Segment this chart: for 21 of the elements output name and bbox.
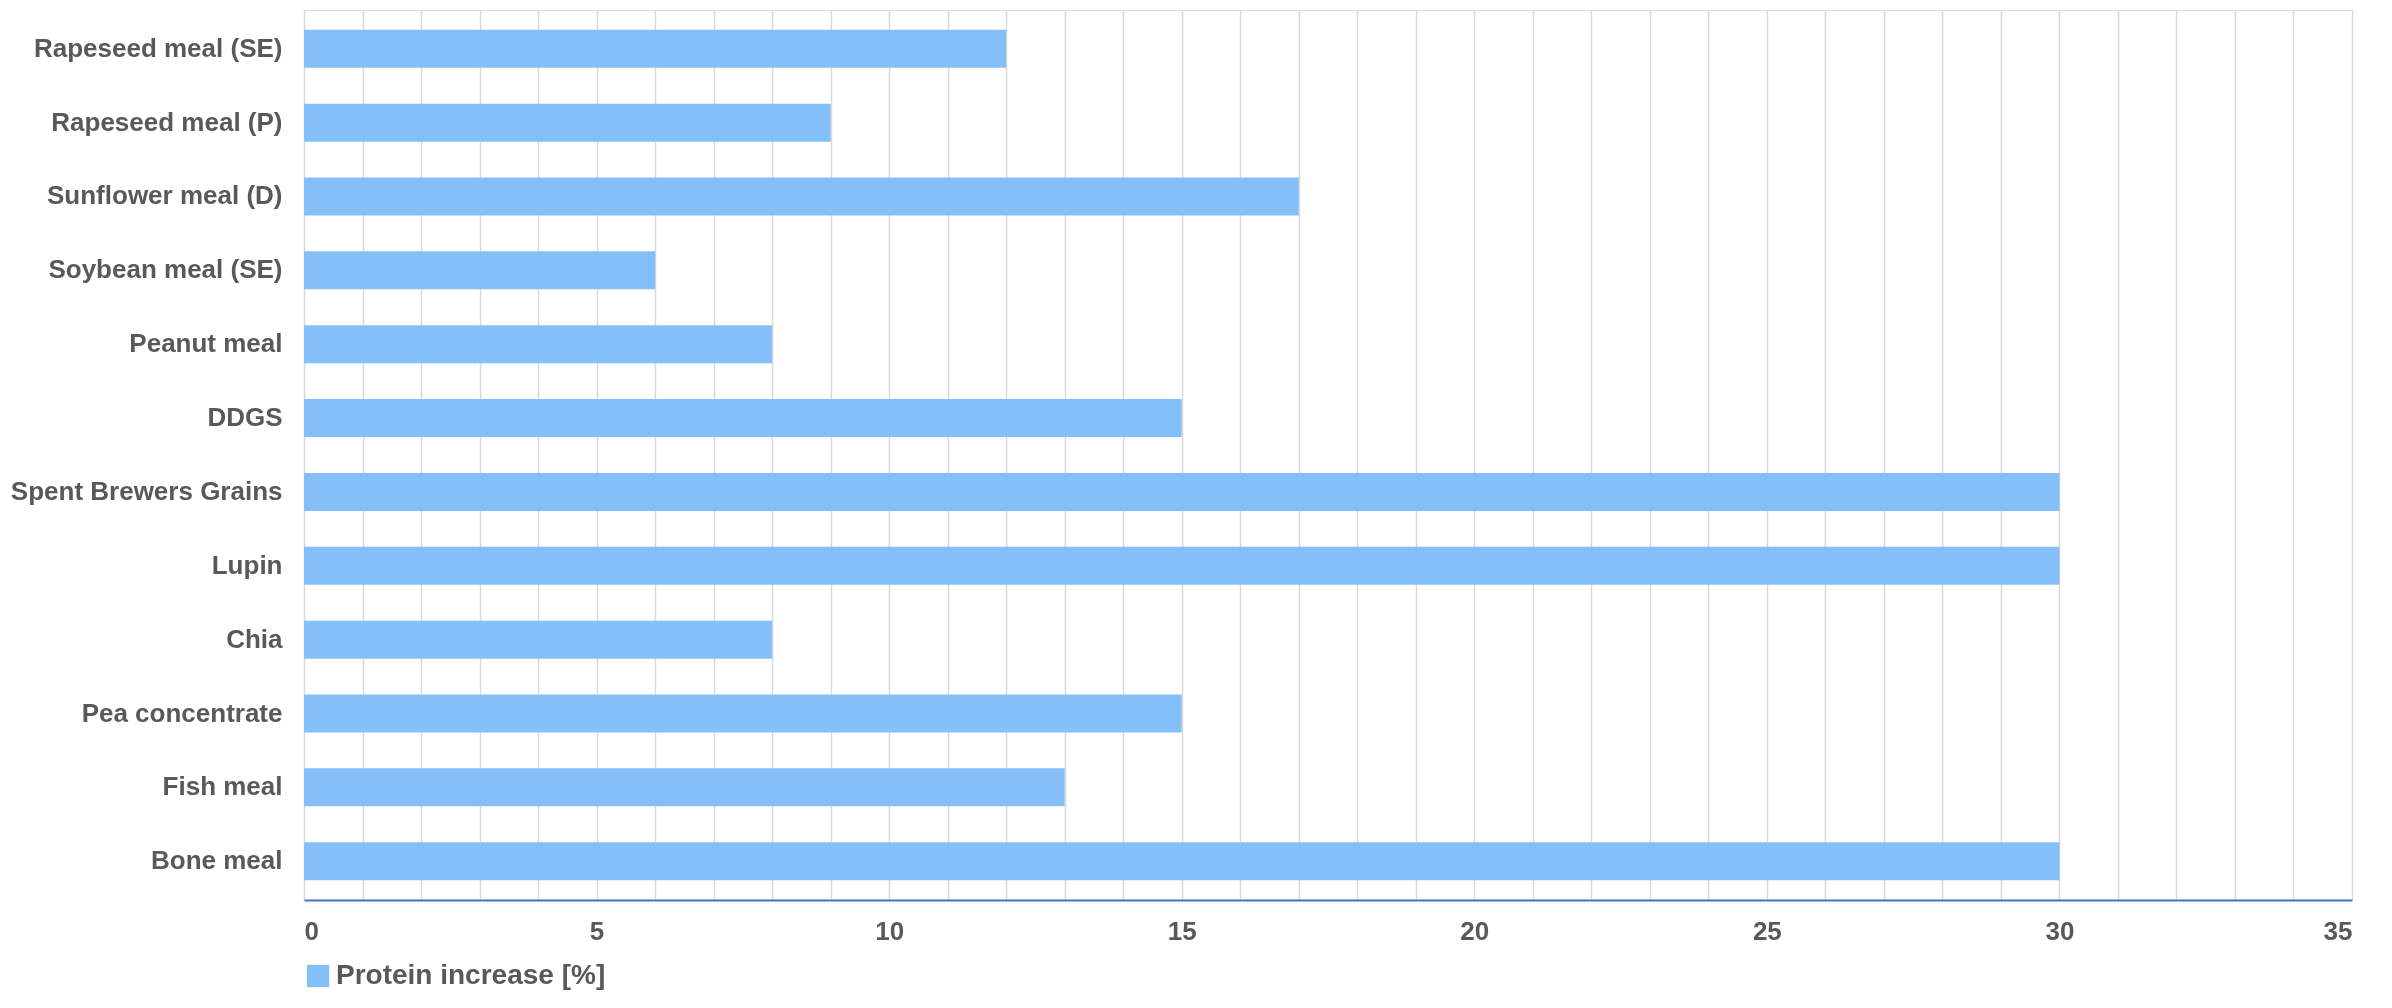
x-tick-label: 10	[875, 915, 905, 946]
y-tick-label: Lupin	[211, 549, 283, 580]
x-tick-label: 15	[1167, 915, 1197, 946]
x-tick-label: 30	[2045, 915, 2075, 946]
y-tick-label: Spent Brewers Grains	[10, 475, 283, 506]
y-tick-label: Sunflower meal (D)	[47, 180, 283, 211]
x-tick-label: 25	[1752, 915, 1782, 946]
y-tick-label: Chia	[226, 623, 284, 654]
y-tick-label: Rapeseed meal (SE)	[33, 32, 283, 63]
y-tick-label: Rapeseed meal (P)	[51, 106, 283, 137]
x-tick-label: 5	[589, 915, 605, 946]
y-tick-label: Peanut meal	[129, 328, 283, 359]
y-tick-label: Bone meal	[151, 845, 283, 876]
legend-label: Protein increase [%]	[336, 959, 606, 990]
y-tick-label: Soybean meal (SE)	[48, 254, 283, 285]
x-tick-label: 0	[304, 915, 319, 946]
x-tick-label: 20	[1460, 915, 1490, 946]
y-tick-label: Pea concentrate	[81, 697, 283, 728]
x-tick-label: 35	[2323, 915, 2353, 946]
y-tick-label: Fish meal	[162, 771, 283, 802]
y-tick-label: DDGS	[207, 402, 283, 433]
